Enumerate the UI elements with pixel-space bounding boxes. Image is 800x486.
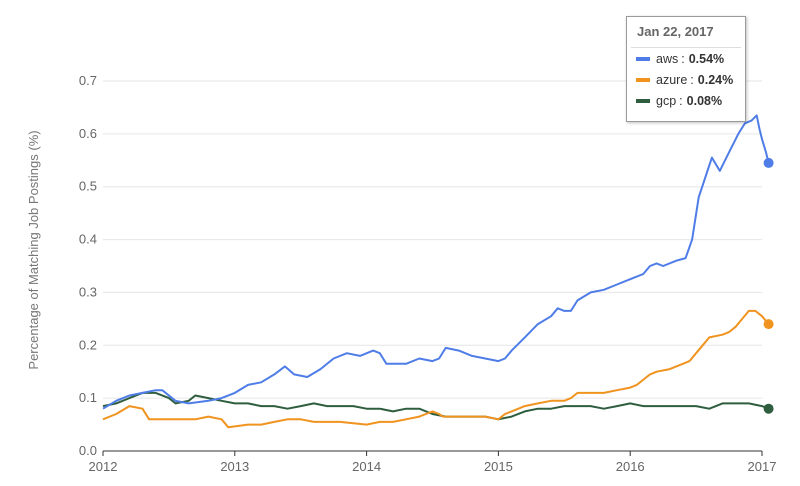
series-line-azure xyxy=(102,309,770,429)
series-point-azure xyxy=(763,319,774,330)
tooltip-series-value: 0.24% xyxy=(697,72,734,87)
x-tick-label: 2015 xyxy=(484,459,513,474)
tooltip-series-name: aws xyxy=(656,51,679,66)
series-line-gcp xyxy=(102,391,769,421)
tooltip-colon: : xyxy=(690,72,694,87)
x-tick-label: 2014 xyxy=(352,459,381,474)
series-point-aws xyxy=(763,157,774,168)
y-tick-label: 0.0 xyxy=(79,443,97,458)
tooltip-row-azure: azure : 0.24% xyxy=(627,69,745,90)
tooltip-row-gcp: gcp : 0.08% xyxy=(627,90,745,111)
y-axis-label: Percentage of Matching Job Postings (%) xyxy=(26,130,41,369)
y-tick-label: 0.2 xyxy=(79,337,97,352)
y-tick-label: 0.1 xyxy=(79,390,97,405)
hover-tooltip: Jan 22, 2017 aws : 0.54% azure : 0.24% g… xyxy=(626,16,746,122)
series-point-gcp xyxy=(763,403,774,414)
tooltip-colon: : xyxy=(681,51,685,66)
y-tick-label: 0.7 xyxy=(79,73,97,88)
tooltip-series-value: 0.54% xyxy=(688,51,725,66)
tooltip-series-name: gcp xyxy=(656,93,677,108)
tooltip-colon: : xyxy=(679,93,683,108)
y-tick-label: 0.6 xyxy=(79,126,97,141)
series-line-aws xyxy=(102,114,770,410)
tooltip-series-name: azure xyxy=(656,72,688,87)
y-tick-label: 0.3 xyxy=(79,284,97,299)
x-tick-label: 2017 xyxy=(748,459,777,474)
tooltip-date: Jan 22, 2017 xyxy=(637,24,714,39)
y-tick-label: 0.4 xyxy=(79,232,97,247)
tooltip-divider xyxy=(631,47,741,48)
y-tick-label: 0.5 xyxy=(79,179,97,194)
x-tick-label: 2016 xyxy=(616,459,645,474)
x-tick-label: 2012 xyxy=(89,459,118,474)
axes: 0.0 0.1 0.2 0.3 0.4 0.5 0.6 0.7 2012 2013 2014 2015… xyxy=(79,73,777,474)
azure-swatch-icon xyxy=(636,77,650,82)
gcp-swatch-icon xyxy=(636,98,650,103)
aws-swatch-icon xyxy=(636,56,650,61)
x-tick-label: 2013 xyxy=(220,459,249,474)
series-lines xyxy=(102,114,770,429)
tooltip-series-value: 0.08% xyxy=(686,93,723,108)
series-endpoints xyxy=(763,157,774,414)
tooltip-row-aws: aws : 0.54% xyxy=(627,48,745,69)
